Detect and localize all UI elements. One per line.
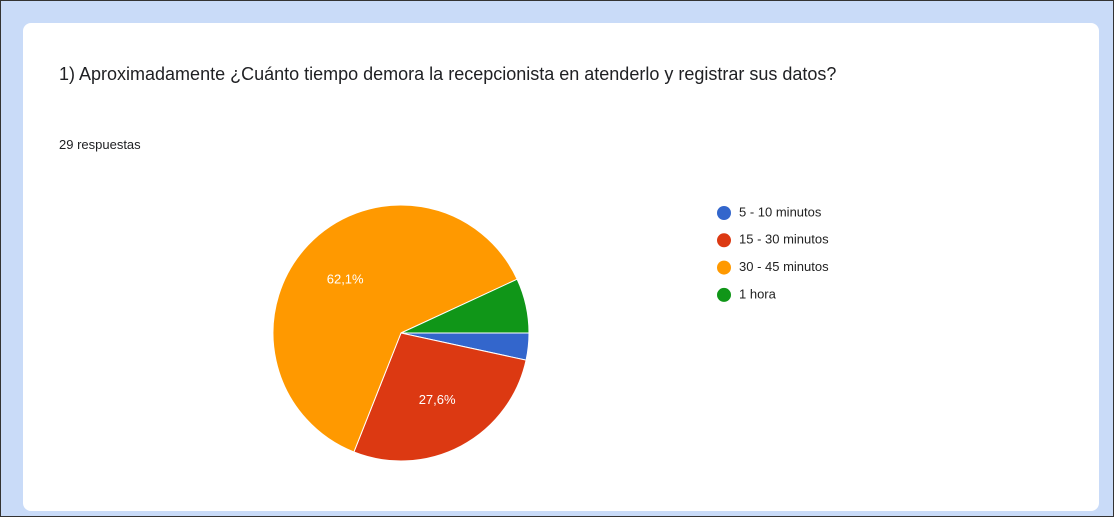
pie-slice xyxy=(353,332,527,462)
pie-slice xyxy=(400,278,530,334)
legend-label: 15 - 30 minutos xyxy=(739,232,829,247)
question-title: 1) Aproximadamente ¿Cuánto tiempo demora… xyxy=(59,64,837,84)
slice-label: 62,1% xyxy=(327,272,364,287)
pie-slice xyxy=(272,204,518,453)
legend-label: 30 - 45 minutos xyxy=(739,259,829,274)
response-count: 29 respuestas xyxy=(59,137,141,152)
legend-marker xyxy=(717,233,731,248)
legend-marker xyxy=(717,287,731,302)
legend-label: 5 - 10 minutos xyxy=(739,204,822,219)
card: 1) Aproximadamente ¿Cuánto tiempo demora… xyxy=(23,23,1099,511)
legend-marker xyxy=(717,260,731,275)
legend-label: 1 hora xyxy=(739,286,777,301)
slice-label: 27,6% xyxy=(419,392,456,407)
legend-marker xyxy=(717,206,731,220)
